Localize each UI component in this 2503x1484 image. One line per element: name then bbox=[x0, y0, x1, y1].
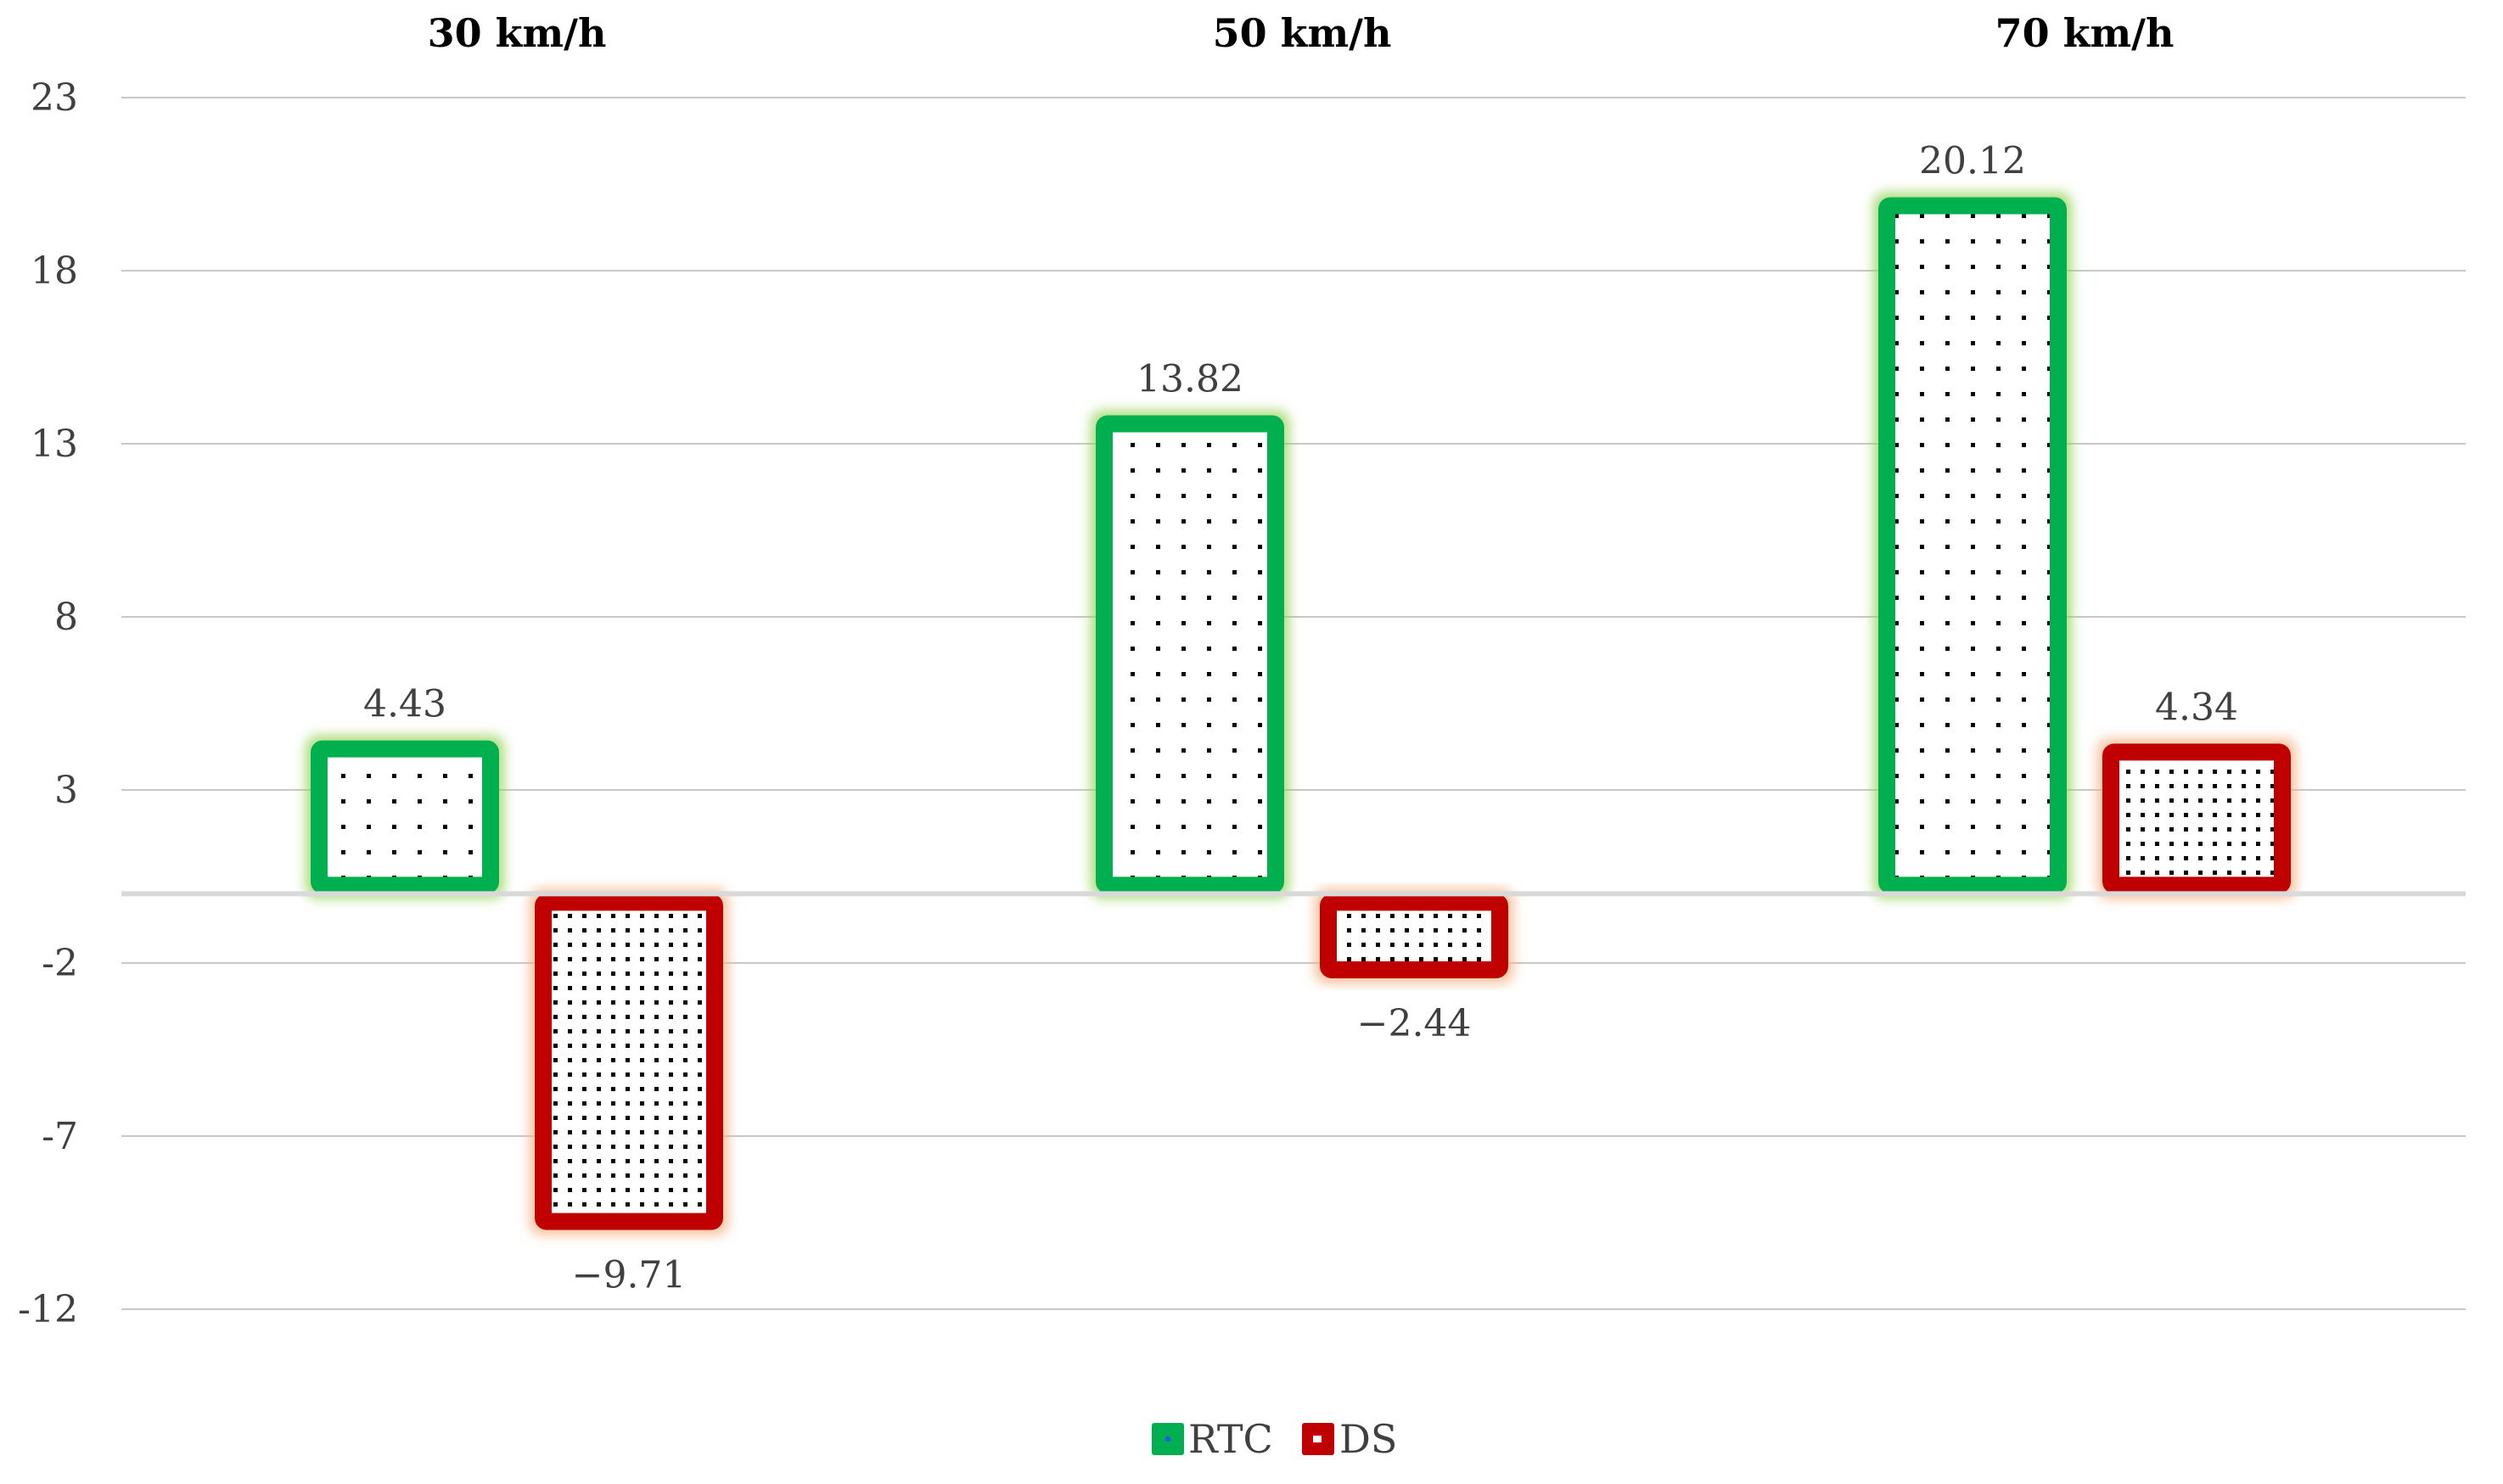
category-label: 50 km/h bbox=[1213, 10, 1392, 56]
y-tick-label: -7 bbox=[42, 1115, 78, 1158]
y-tick-label: 3 bbox=[54, 769, 78, 812]
y-tick-label: 23 bbox=[31, 76, 78, 120]
data-label: −2.44 bbox=[1357, 1002, 1472, 1045]
legend-swatch-dot bbox=[1165, 1436, 1171, 1442]
data-label: 13.82 bbox=[1136, 358, 1243, 401]
bar-ds bbox=[1320, 893, 1508, 978]
category-label: 30 km/h bbox=[428, 10, 607, 56]
bar-rtc bbox=[1878, 197, 2067, 894]
legend: RTC DS bbox=[1152, 1416, 1397, 1462]
y-tick-label: 18 bbox=[31, 249, 78, 293]
data-label: −9.71 bbox=[572, 1254, 687, 1297]
bar-rtc bbox=[311, 740, 499, 894]
category-label: 70 km/h bbox=[1995, 10, 2175, 56]
y-axis-ticks: 23 18 13 8 3 -2 -7 -12 bbox=[18, 76, 78, 1331]
legend-label-ds: DS bbox=[1339, 1416, 1397, 1462]
data-label: 4.43 bbox=[363, 683, 446, 726]
data-label: 20.12 bbox=[1919, 140, 2026, 183]
bars bbox=[311, 197, 2291, 1230]
y-tick-label: -2 bbox=[42, 942, 78, 985]
bar-rtc bbox=[1096, 415, 1284, 894]
y-tick-label: -12 bbox=[18, 1288, 78, 1331]
data-labels: 4.43 13.82 20.12 −9.71 −2.44 4.34 bbox=[363, 140, 2238, 1297]
y-tick-label: 13 bbox=[31, 423, 78, 466]
data-label: 4.34 bbox=[2155, 686, 2238, 729]
category-labels: 30 km/h 50 km/h 70 km/h bbox=[428, 10, 2175, 56]
legend-item-rtc[interactable]: RTC bbox=[1152, 1416, 1273, 1462]
legend-swatch-pattern bbox=[1313, 1436, 1322, 1442]
legend-item-ds[interactable]: DS bbox=[1302, 1416, 1397, 1462]
y-tick-label: 8 bbox=[54, 596, 78, 639]
bar-ds bbox=[2102, 743, 2291, 894]
gridlines bbox=[121, 97, 2466, 1310]
legend-label-rtc: RTC bbox=[1188, 1416, 1273, 1462]
bar-ds bbox=[535, 893, 723, 1230]
